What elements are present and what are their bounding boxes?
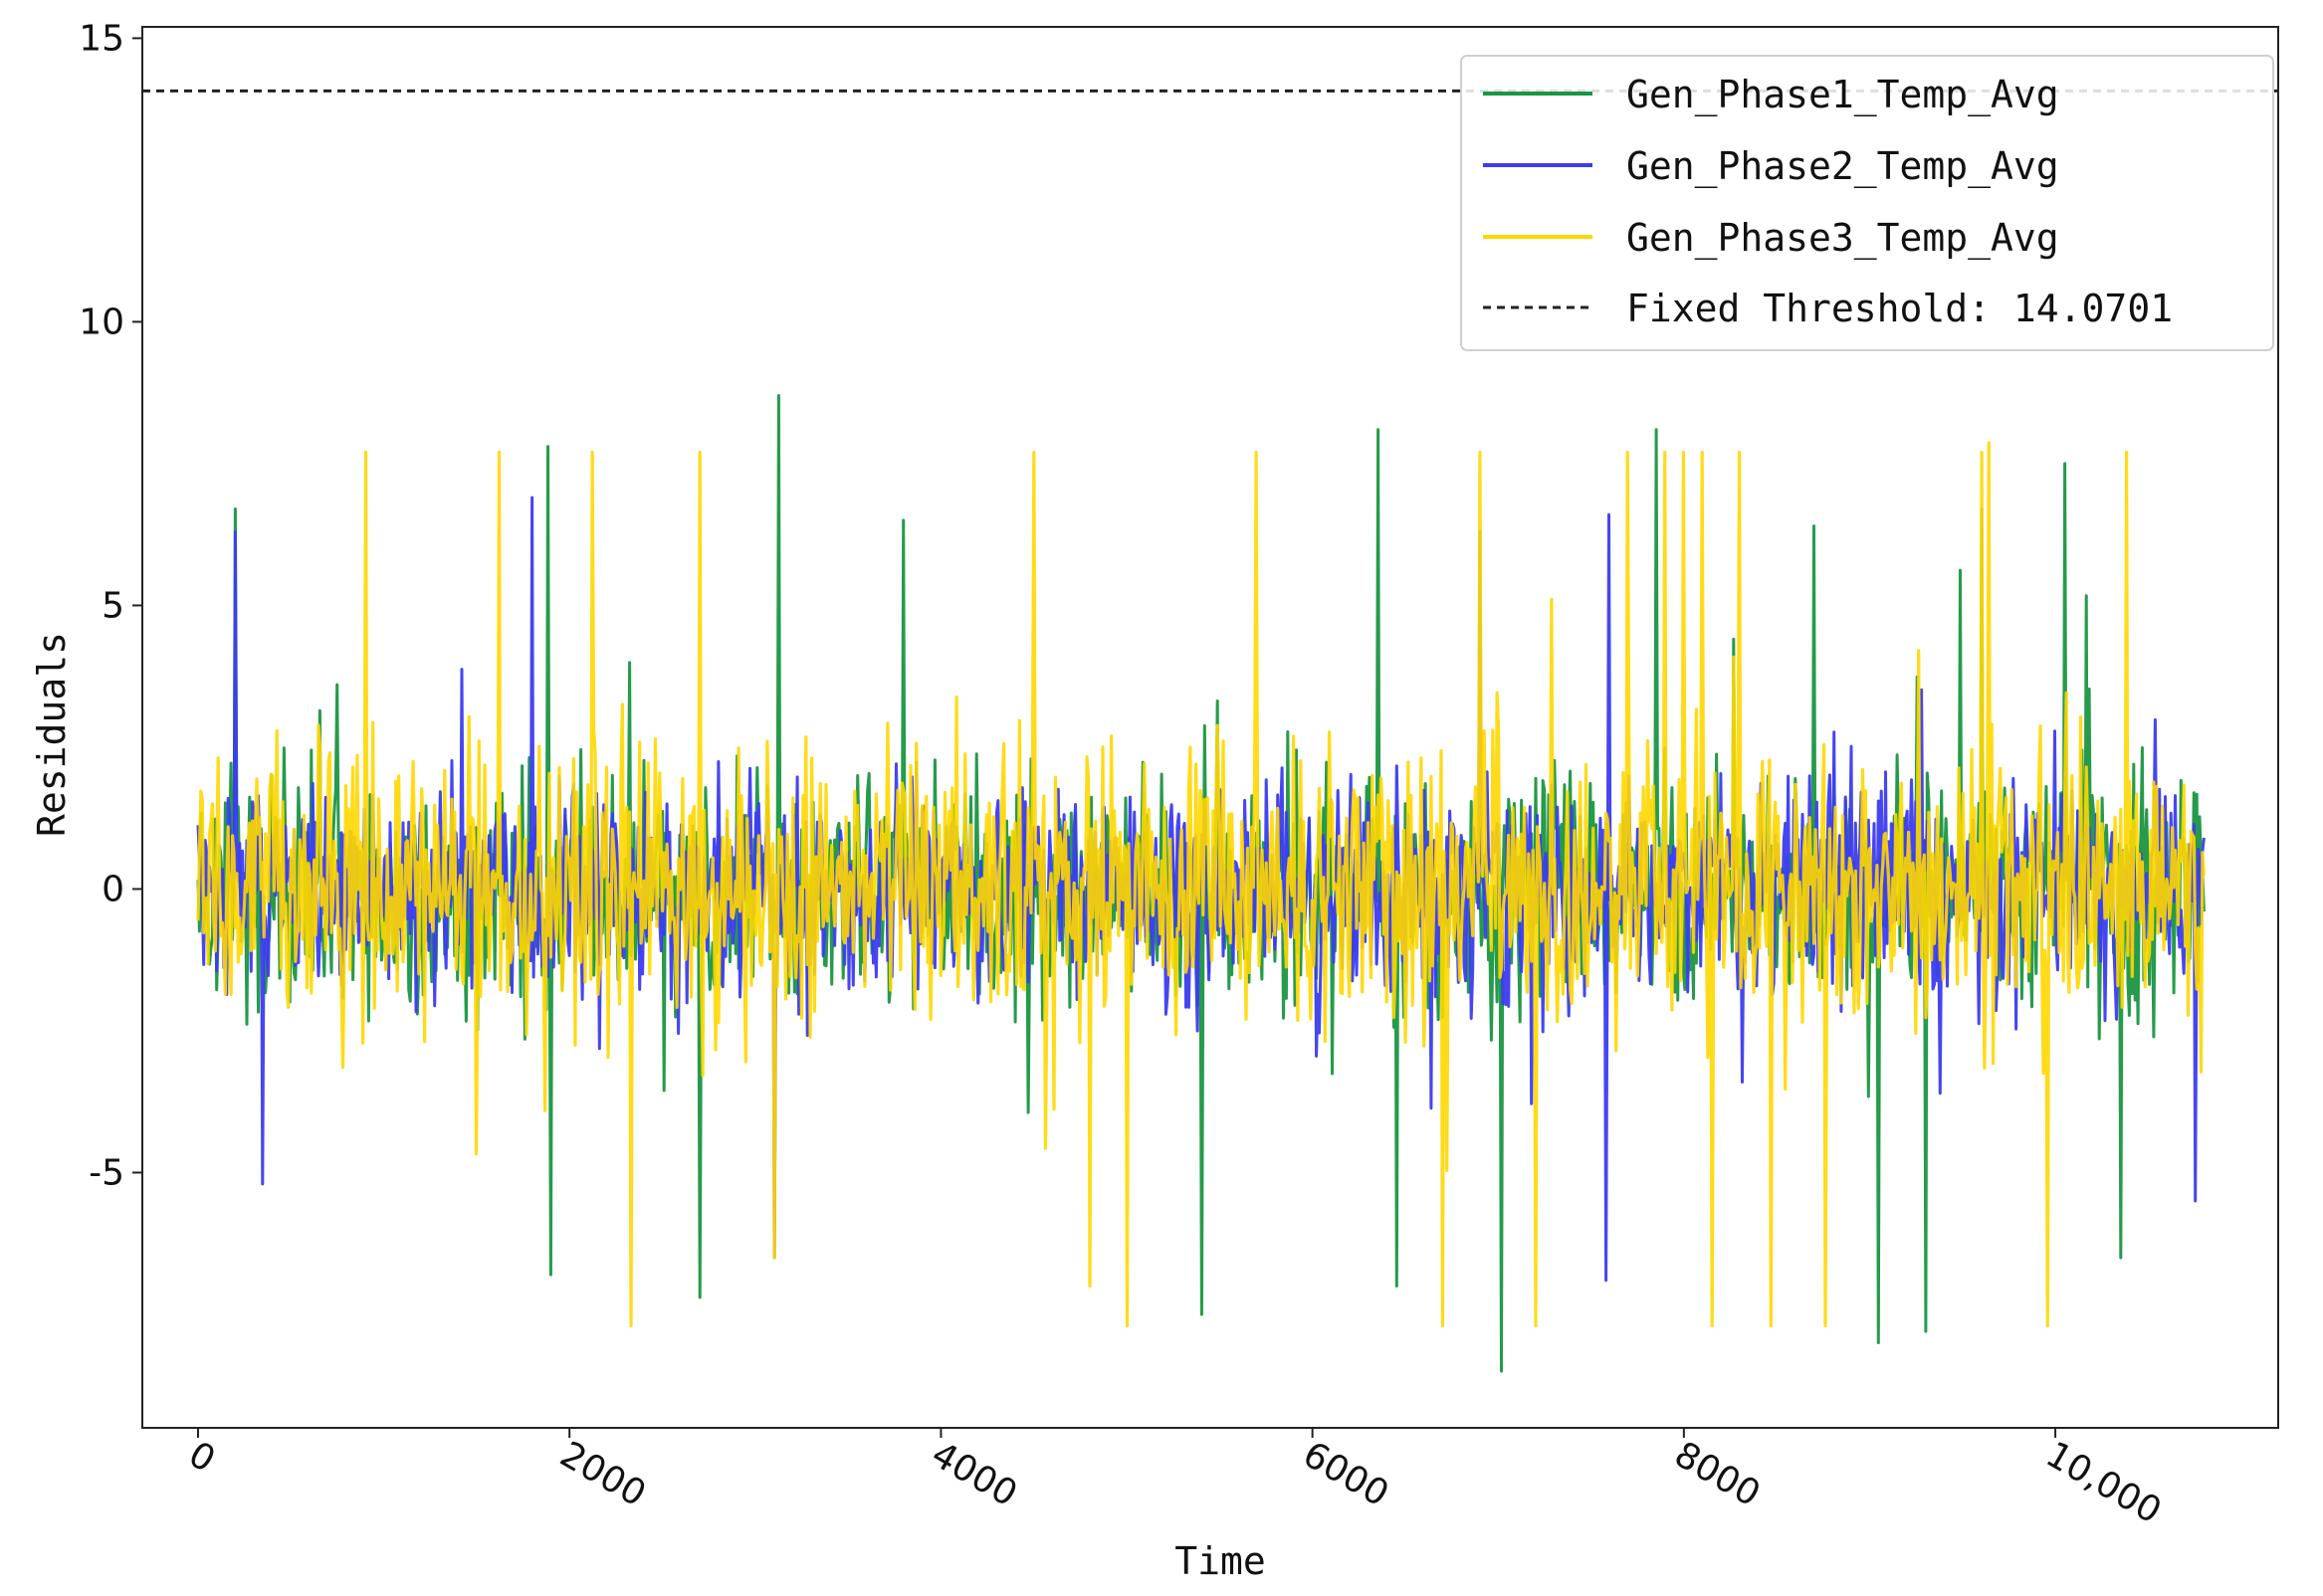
series-phase3-line <box>196 441 2206 1328</box>
legend-label-phase2: Gen_Phase2_Temp_Avg <box>1626 144 2059 189</box>
y-tick-label: -5 <box>89 1152 124 1193</box>
legend-label-threshold: Fixed Threshold: 14.0701 <box>1626 287 2173 330</box>
legend: Gen_Phase1_Temp_Avg Gen_Phase2_Temp_Avg … <box>1460 55 2274 351</box>
y-tick-label: 0 <box>102 869 124 909</box>
y-tick-label: 10 <box>79 301 124 342</box>
y-tick-label: 15 <box>79 18 124 59</box>
y-axis: -5 0 5 10 15 <box>79 18 142 1193</box>
x-axis-title: Time <box>1174 1539 1266 1583</box>
y-tick-label: 5 <box>102 585 124 626</box>
y-axis-title: Residuals <box>30 632 74 837</box>
legend-label-phase1: Gen_Phase1_Temp_Avg <box>1626 73 2059 117</box>
legend-label-phase3: Gen_Phase3_Temp_Avg <box>1626 216 2059 261</box>
plot-frame <box>141 26 2279 1429</box>
legend-box <box>1460 55 2274 351</box>
